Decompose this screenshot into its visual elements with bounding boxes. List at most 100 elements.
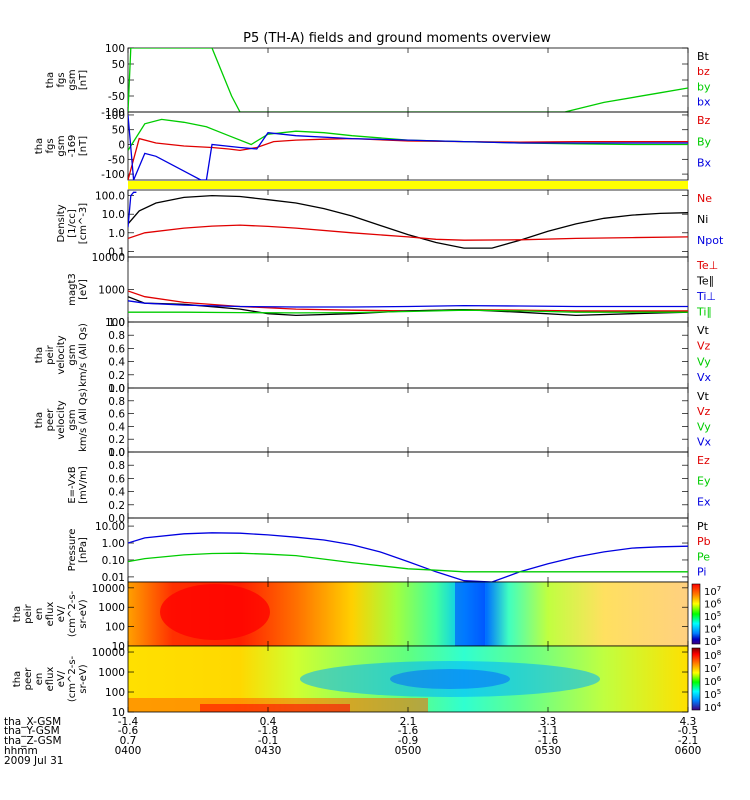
series-ni-line bbox=[128, 194, 688, 249]
y-axis-label: tha bbox=[12, 671, 23, 687]
legend-label-bx: Bx bbox=[697, 157, 712, 170]
y-tick-label: 50 bbox=[112, 125, 125, 137]
y-axis-label: peer bbox=[45, 408, 56, 432]
y-tick-label: 10000 bbox=[92, 252, 125, 264]
y-axis-label: [mV/m] bbox=[78, 466, 89, 504]
y-axis-label: [nT] bbox=[78, 136, 89, 156]
legend-label-npot: Npot bbox=[697, 234, 724, 247]
panel-pressure: 10.00 1.00 0.10 0.01 Pressure [nPa] Pt Pb Pe Pi bbox=[67, 517, 711, 584]
y-tick-label: 0.4 bbox=[108, 357, 125, 369]
y-tick-label: 50 bbox=[112, 59, 125, 71]
y-tick-label: 0.2 bbox=[108, 434, 125, 446]
panel-frame bbox=[127, 321, 689, 389]
y-tick-label: 1000 bbox=[98, 667, 125, 679]
legend-label-vx: Vx bbox=[697, 436, 712, 449]
legend-label-vy: Vy bbox=[697, 420, 711, 433]
y-tick-label: 0.0 bbox=[108, 513, 125, 525]
legend-label-ez: Ez bbox=[697, 454, 710, 467]
x-tick-label: 0430 bbox=[255, 745, 282, 757]
x-tick-label: -1.1 bbox=[538, 725, 559, 737]
x-tick-label: 0530 bbox=[535, 745, 562, 757]
y-axis-label: -169 bbox=[67, 135, 78, 158]
y-axis-label: E=-VxB bbox=[67, 466, 78, 503]
y-tick-label: 10000 bbox=[92, 583, 125, 595]
y-tick-label: 100 bbox=[105, 43, 125, 55]
y-axis-label: [cm^-3] bbox=[78, 203, 89, 244]
y-axis-label: eV/ bbox=[56, 670, 67, 687]
series-by-line bbox=[128, 48, 688, 112]
series-bx-line bbox=[128, 114, 688, 180]
y-tick-label: 0.8 bbox=[108, 396, 125, 408]
y-tick-label: 1.0 bbox=[108, 228, 125, 240]
colorbar-tick-label: 104 bbox=[704, 623, 722, 636]
y-tick-label: -100 bbox=[101, 169, 125, 181]
colorbar-tick-label: 104 bbox=[704, 701, 722, 714]
legend-label-te⊥: Te⊥ bbox=[696, 259, 718, 272]
panel-temperature: 10000 1000 100 magt3 [eV] Te⊥ Te∥ Ti⊥ Ti∥ bbox=[67, 252, 718, 329]
y-axis-label: (cm^2-s- bbox=[67, 655, 78, 702]
legend-label-by: by bbox=[697, 80, 711, 93]
y-tick-label: 1.0 bbox=[108, 383, 125, 395]
y-tick-label: 1.0 bbox=[108, 317, 125, 329]
colorbar bbox=[691, 583, 701, 645]
yellow-quality-bar bbox=[128, 181, 688, 189]
y-tick-label: 0.2 bbox=[108, 370, 125, 382]
legend-label-vx: Vx bbox=[697, 371, 712, 384]
x-tick-label: 3.3 bbox=[540, 716, 557, 728]
spectrogram-peak-region bbox=[160, 584, 270, 640]
series-ti∥-line bbox=[128, 309, 688, 314]
legend-label-ey: Ey bbox=[697, 475, 711, 488]
y-axis-label: [nT] bbox=[78, 70, 89, 90]
colorbar-tick-label: 103 bbox=[704, 635, 721, 648]
y-axis-label: sr-eV) bbox=[78, 664, 89, 693]
x-tick-label: 0400 bbox=[115, 745, 142, 757]
y-axis-label: gsm bbox=[67, 69, 78, 90]
y-axis-label: en bbox=[34, 673, 45, 686]
x-axis-row-label: hhmm bbox=[4, 745, 38, 757]
y-axis-label: km/s (All Qs) bbox=[78, 388, 89, 452]
y-axis-label: gsm bbox=[67, 409, 78, 430]
spectrogram-low-energy-peak bbox=[200, 704, 350, 712]
y-tick-label: 1000 bbox=[98, 602, 125, 614]
y-axis-label: eflux bbox=[45, 602, 56, 627]
y-tick-label: 0.6 bbox=[108, 473, 125, 485]
y-tick-label: 10 bbox=[112, 641, 125, 653]
y-axis-label: velocity bbox=[56, 335, 67, 374]
x-axis-row-label: 2009 Jul 31 bbox=[4, 755, 63, 767]
x-tick-label: 0500 bbox=[395, 745, 422, 757]
colorbar-tick-label: 106 bbox=[704, 598, 722, 611]
y-tick-label: 10 bbox=[112, 707, 125, 719]
series-te⊥-line bbox=[128, 290, 688, 312]
x-tick-label: 0.4 bbox=[260, 716, 277, 728]
x-tick-label: 0600 bbox=[675, 745, 702, 757]
y-axis-label: peir bbox=[45, 344, 56, 364]
y-axis-label: [nPa] bbox=[78, 537, 89, 563]
colorbar-tick-label: 105 bbox=[704, 688, 721, 701]
x-tick-label: -2.1 bbox=[678, 735, 699, 747]
legend-label-pi: Pi bbox=[697, 566, 706, 579]
y-axis-label: tha bbox=[34, 347, 45, 363]
legend-label-bz: bz bbox=[697, 65, 710, 78]
y-tick-label: 100 bbox=[105, 622, 125, 634]
x-axis-row-label: tha_Y-GSM bbox=[4, 725, 60, 737]
y-tick-label: 0.8 bbox=[108, 330, 125, 342]
panel-fgs: 100 50 0 -50 -100 tha fgs gsm [nT] Bt bz by bx bbox=[45, 43, 711, 119]
y-axis-label: fgs bbox=[56, 72, 67, 87]
legend-label-vt: Vt bbox=[697, 390, 710, 403]
legend-label-bz: Bz bbox=[697, 114, 711, 127]
legend-label-pt: Pt bbox=[697, 520, 709, 533]
y-axis-label: peir bbox=[23, 603, 34, 623]
legend-label-pe: Pe bbox=[697, 550, 710, 563]
legend-label-bt: Bt bbox=[697, 50, 710, 63]
legend-label-ex: Ex bbox=[697, 495, 711, 508]
panel-yellow_bar bbox=[128, 181, 688, 189]
y-axis-label: Density bbox=[56, 204, 67, 242]
y-tick-label: 10000 bbox=[92, 647, 125, 659]
y-tick-label: 0.0 bbox=[108, 447, 125, 459]
y-tick-label: 0.6 bbox=[108, 343, 125, 355]
legend-label-vy: Vy bbox=[697, 355, 711, 368]
y-tick-label: 0.01 bbox=[102, 572, 125, 584]
legend-label-ti⊥: Ti⊥ bbox=[696, 290, 716, 303]
